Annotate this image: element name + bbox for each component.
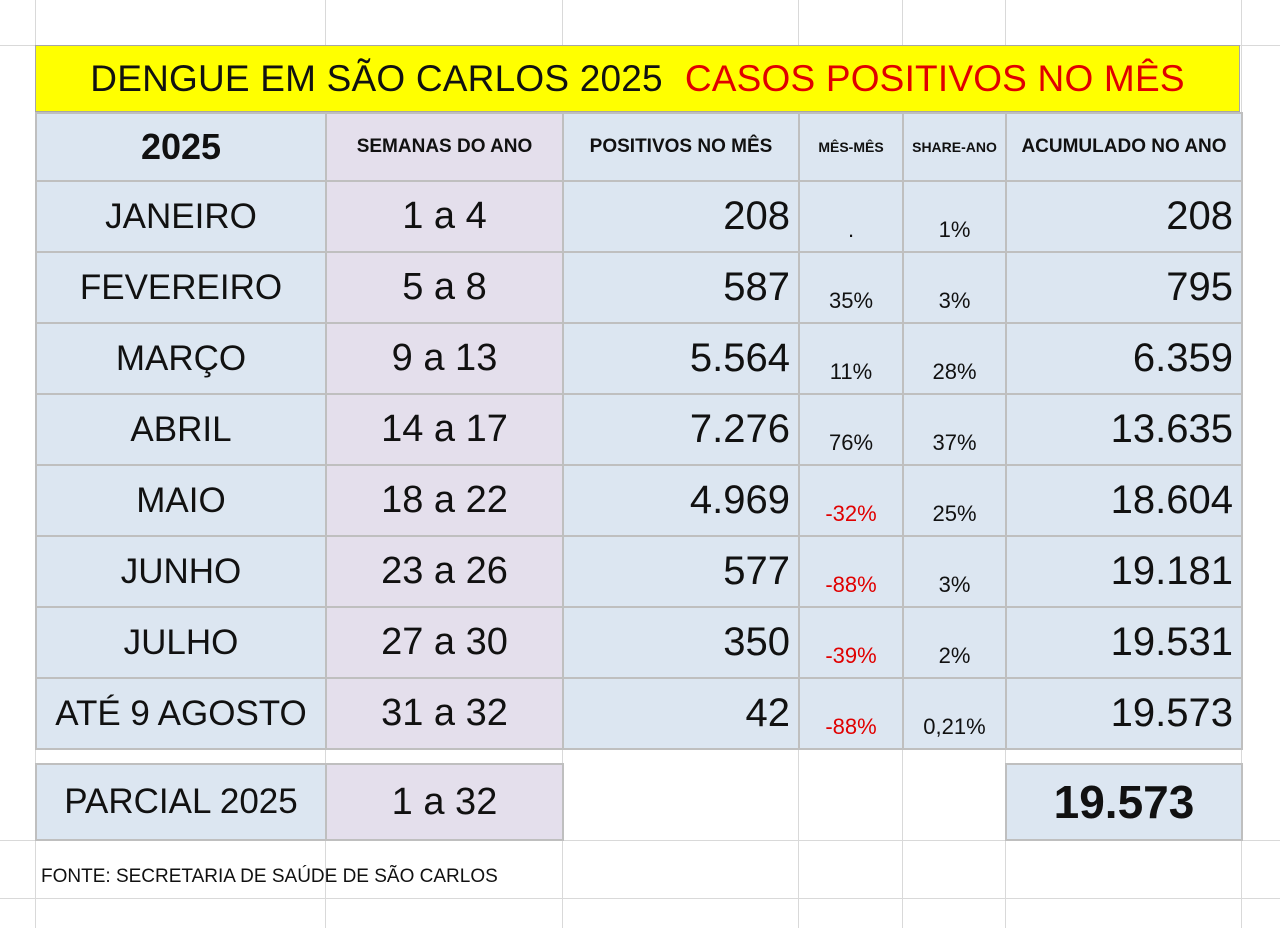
positives-cell: 350: [562, 606, 800, 679]
mom-cell: 35%: [798, 251, 904, 324]
share-cell: 0,21%: [902, 677, 1007, 750]
positives-cell: 587: [562, 251, 800, 324]
share-cell: 28%: [902, 322, 1007, 395]
weeks-cell: 27 a 30: [325, 606, 564, 679]
weeks-cell: 9 a 13: [325, 322, 564, 395]
mom-cell: 11%: [798, 322, 904, 395]
positives-cell: 577: [562, 535, 800, 608]
weeks-cell: 5 a 8: [325, 251, 564, 324]
share-cell: 1%: [902, 180, 1007, 253]
weeks-cell: 18 a 22: [325, 464, 564, 537]
cumulative-cell: 19.181: [1005, 535, 1243, 608]
positives-cell: 208: [562, 180, 800, 253]
table-row: FEVEREIRO 5 a 8 587 35% 3% 795: [35, 251, 1243, 324]
weeks-cell: 14 a 17: [325, 393, 564, 466]
month-cell: ATÉ 9 AGOSTO: [35, 677, 327, 750]
weeks-cell: 23 a 26: [325, 535, 564, 608]
positives-cell: 42: [562, 677, 800, 750]
source-note: FONTE: SECRETARIA DE SAÚDE DE SÃO CARLOS: [41, 866, 498, 887]
month-cell: MARÇO: [35, 322, 327, 395]
header-weeks: SEMANAS DO ANO: [325, 112, 564, 182]
weeks-cell: 1 a 4: [325, 180, 564, 253]
share-cell: 3%: [902, 251, 1007, 324]
cumulative-cell: 18.604: [1005, 464, 1243, 537]
total-weeks: 1 a 32: [325, 763, 564, 841]
weeks-cell: 31 a 32: [325, 677, 564, 750]
header-positives: POSITIVOS NO MÊS: [562, 112, 800, 182]
month-cell: FEVEREIRO: [35, 251, 327, 324]
mom-cell: -88%: [798, 677, 904, 750]
table-row: MAIO 18 a 22 4.969 -32% 25% 18.604: [35, 464, 1243, 537]
table-title: DENGUE EM SÃO CARLOS 2025 CASOS POSITIVO…: [35, 45, 1240, 112]
title-main: DENGUE EM SÃO CARLOS 2025: [90, 57, 663, 99]
empty-cell: [903, 764, 1006, 840]
cumulative-cell: 6.359: [1005, 322, 1243, 395]
table-row: MARÇO 9 a 13 5.564 11% 28% 6.359: [35, 322, 1243, 395]
header-month-over-month: MÊS-MÊS: [798, 112, 904, 182]
total-value: 19.573: [1005, 763, 1243, 841]
header-year: 2025: [35, 112, 327, 182]
table-row: JANEIRO 1 a 4 208 . 1% 208: [35, 180, 1243, 253]
cumulative-cell: 19.573: [1005, 677, 1243, 750]
mom-cell: -32%: [798, 464, 904, 537]
month-cell: JUNHO: [35, 535, 327, 608]
mom-cell: .: [798, 180, 904, 253]
empty-cell: [563, 764, 799, 840]
table-row: JUNHO 23 a 26 577 -88% 3% 19.181: [35, 535, 1243, 608]
share-cell: 25%: [902, 464, 1007, 537]
total-label: PARCIAL 2025: [35, 763, 327, 841]
month-cell: JULHO: [35, 606, 327, 679]
table-row: ATÉ 9 AGOSTO 31 a 32 42 -88% 0,21% 19.57…: [35, 677, 1243, 750]
mom-cell: -88%: [798, 535, 904, 608]
partial-total-row: PARCIAL 2025 1 a 32 19.573: [35, 763, 1243, 841]
positives-cell: 4.969: [562, 464, 800, 537]
table-row: ABRIL 14 a 17 7.276 76% 37% 13.635: [35, 393, 1243, 466]
month-cell: ABRIL: [35, 393, 327, 466]
title-highlight: CASOS POSITIVOS NO MÊS: [684, 57, 1185, 99]
header-share: SHARE-ANO: [902, 112, 1007, 182]
table-row: JULHO 27 a 30 350 -39% 2% 19.531: [35, 606, 1243, 679]
cumulative-cell: 208: [1005, 180, 1243, 253]
cumulative-cell: 795: [1005, 251, 1243, 324]
share-cell: 2%: [902, 606, 1007, 679]
month-cell: MAIO: [35, 464, 327, 537]
positives-cell: 5.564: [562, 322, 800, 395]
mom-cell: 76%: [798, 393, 904, 466]
header-row: 2025 SEMANAS DO ANO POSITIVOS NO MÊS MÊS…: [35, 112, 1243, 182]
share-cell: 3%: [902, 535, 1007, 608]
cumulative-cell: 13.635: [1005, 393, 1243, 466]
share-cell: 37%: [902, 393, 1007, 466]
month-cell: JANEIRO: [35, 180, 327, 253]
header-cumulative: ACUMULADO NO ANO: [1005, 112, 1243, 182]
empty-cell: [799, 764, 903, 840]
dengue-cases-table: 2025 SEMANAS DO ANO POSITIVOS NO MÊS MÊS…: [35, 112, 1243, 750]
mom-cell: -39%: [798, 606, 904, 679]
cumulative-cell: 19.531: [1005, 606, 1243, 679]
positives-cell: 7.276: [562, 393, 800, 466]
